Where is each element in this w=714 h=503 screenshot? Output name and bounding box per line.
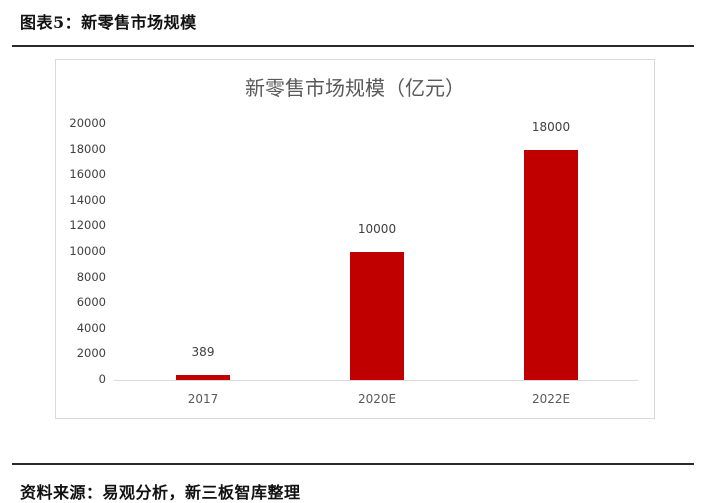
y-tick-label: 20000 (69, 116, 106, 130)
y-tick-label: 16000 (69, 167, 106, 182)
bar-2020e (350, 252, 404, 380)
x-tick-label: 2017 (187, 392, 219, 406)
bar-2022e (524, 149, 578, 380)
source-note: 资料来源：易观分析，新三板智库整理 (20, 483, 301, 502)
x-tick-label: 2020E (357, 392, 397, 406)
bottom-rule (12, 463, 694, 465)
y-tick-label: 10000 (69, 244, 106, 258)
y-tick-label: 2000 (76, 346, 106, 361)
y-tick-label: 8000 (76, 269, 106, 284)
y-tick-label: 14000 (69, 192, 106, 207)
x-tick-label: 2022E (531, 392, 571, 406)
y-tick-label: 12000 (69, 218, 106, 233)
chart-container: 新零售市场规模（亿元） 0 2000 4000 6000 8000 10000 12000 1… (55, 59, 655, 419)
y-tick-label: 18000 (69, 141, 106, 156)
data-label: 10000 (357, 222, 397, 236)
x-axis-line (114, 380, 638, 381)
y-tick-label: 4000 (76, 320, 106, 335)
y-tick-label: 6000 (76, 295, 106, 310)
data-label: 389 (191, 345, 215, 360)
chart-title: 新零售市场规模（亿元） (245, 76, 465, 100)
y-tick-label: 0 (98, 372, 106, 386)
top-rule (12, 45, 694, 47)
data-label: 18000 (531, 119, 571, 134)
bar-2017 (176, 375, 230, 380)
figure-caption: 图表5：新零售市场规模 (20, 13, 197, 32)
